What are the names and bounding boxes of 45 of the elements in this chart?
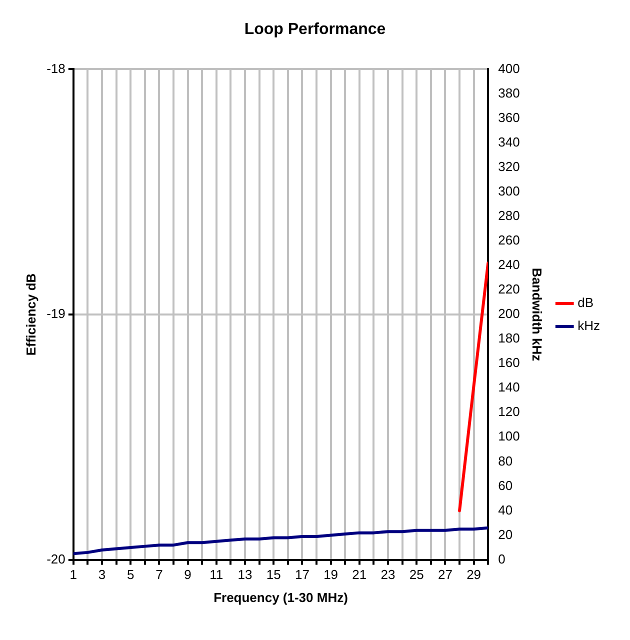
chart-title: Loop Performance: [244, 21, 386, 38]
y2-tick-label: 320: [498, 158, 520, 174]
x-tick-label: 15: [266, 567, 281, 582]
x-tick-label: 17: [294, 567, 310, 582]
y2-axis-title: Bandwidth kHz: [530, 268, 545, 362]
x-tick-label: 27: [438, 567, 452, 582]
x-axis-title: Frequency (1-30 MHz): [214, 590, 348, 605]
y-axis-title: Efficiency dB: [23, 273, 38, 356]
x-tick-label: 25: [409, 567, 424, 582]
y2-tick-label: 400: [498, 60, 520, 76]
y2-tick-label: 340: [498, 134, 520, 150]
y-tick-label: -18: [46, 60, 66, 76]
y2-tick-label: 0: [498, 551, 506, 566]
y2-tick-label: 260: [498, 232, 520, 248]
y2-tick-label: 180: [498, 330, 520, 346]
x-tick-label: 9: [184, 567, 192, 582]
y2-tick-label: 100: [498, 428, 520, 444]
y2-tick-label: 140: [498, 380, 520, 395]
y2-tick-label: 360: [498, 110, 520, 125]
x-tick-label: 5: [126, 567, 134, 582]
x-tick-label: 29: [466, 567, 482, 582]
x-tick-label: 19: [324, 567, 338, 582]
legend-label: kHz: [578, 318, 600, 334]
y2-tick-label: 200: [498, 306, 520, 322]
y-tick-label: -19: [46, 306, 66, 322]
x-tick-label: 23: [380, 567, 396, 582]
y2-tick-label: 380: [498, 85, 520, 100]
y-tick-label: -20: [46, 551, 66, 566]
x-tick-label: 7: [156, 567, 163, 582]
y2-tick-label: 40: [498, 502, 513, 518]
y2-tick-label: 60: [498, 478, 513, 493]
y2-tick-label: 280: [498, 208, 520, 223]
x-tick-label: 3: [98, 567, 106, 582]
y2-tick-label: 20: [498, 526, 513, 542]
x-tick-label: 13: [238, 567, 252, 582]
y2-tick-label: 80: [498, 453, 513, 468]
y2-tick-label: 220: [498, 282, 520, 297]
y2-tick-label: 160: [498, 355, 520, 370]
x-tick-label: 11: [210, 567, 224, 582]
x-tick-label: 21: [352, 567, 367, 582]
x-tick-label: 1: [70, 567, 78, 582]
y2-tick-label: 120: [498, 404, 520, 420]
y2-tick-label: 300: [498, 183, 520, 198]
y2-tick-label: 240: [498, 257, 520, 272]
legend-label: dB: [578, 295, 594, 310]
